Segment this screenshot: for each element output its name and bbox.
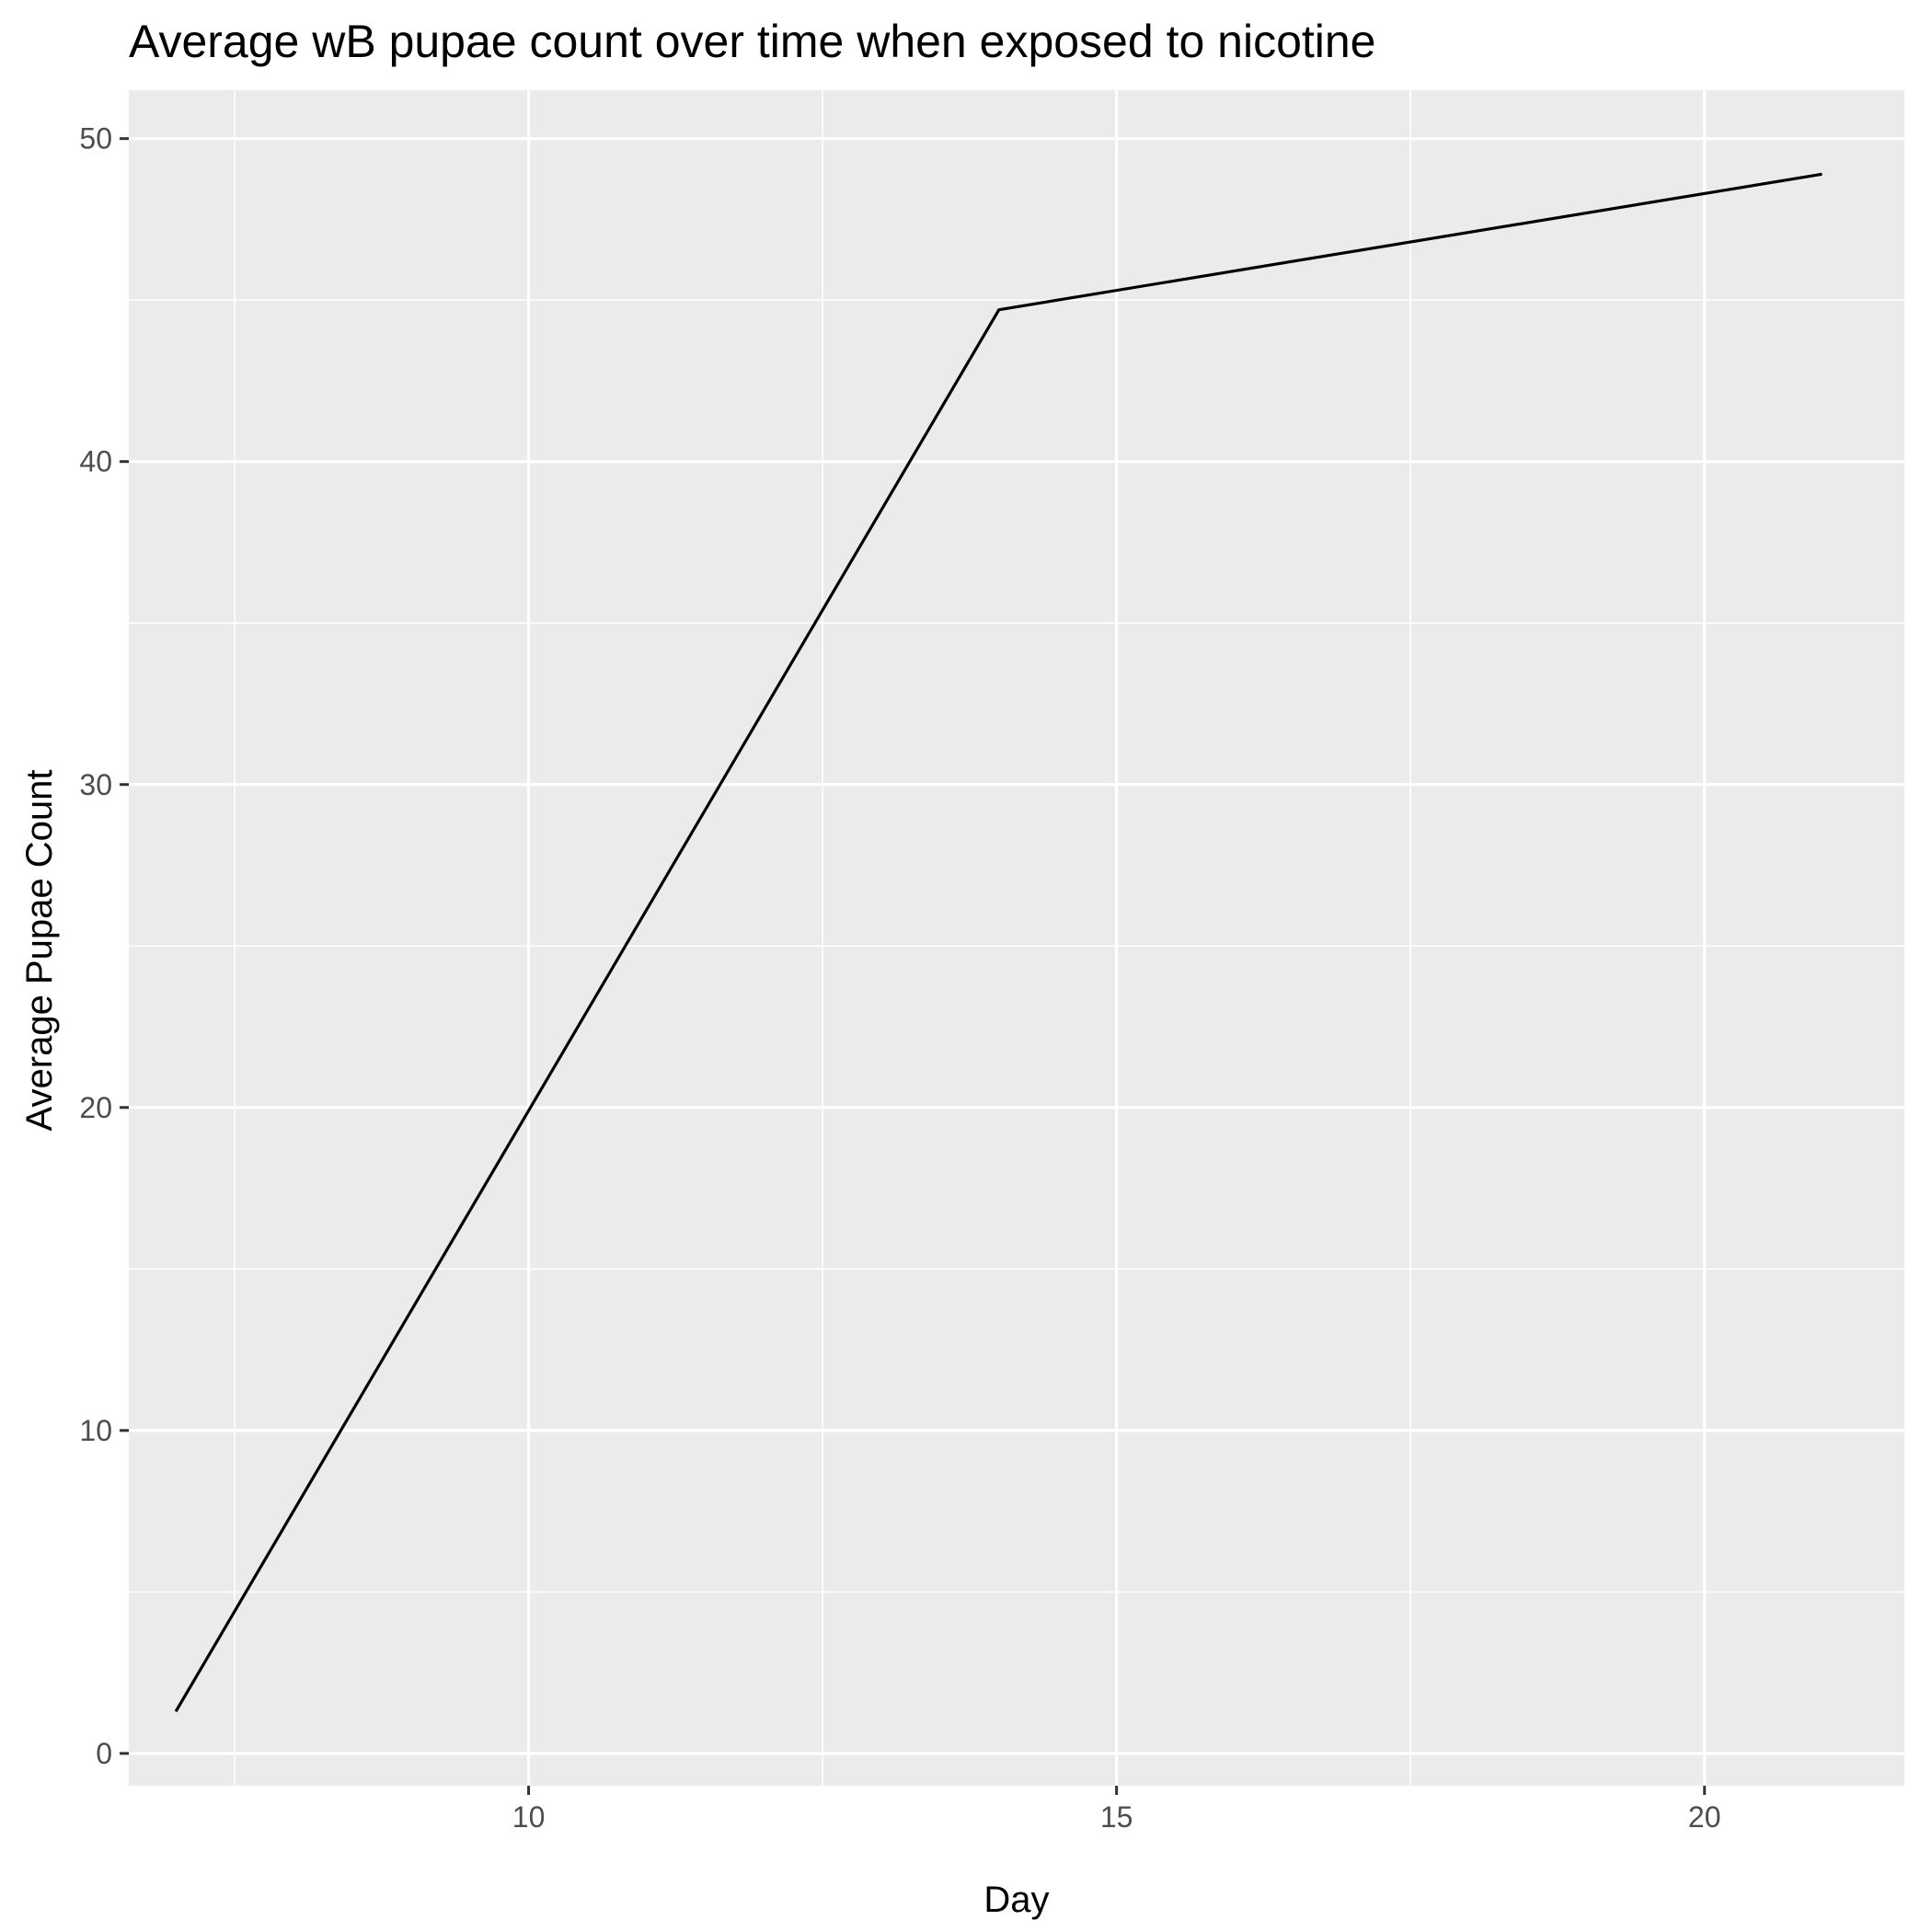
y-axis-title: Average Pupae Count (19, 770, 60, 1132)
minor-gridlines (129, 90, 1904, 1786)
chart-title: Average wB pupae count over time when ex… (129, 16, 1376, 67)
x-tick-label: 10 (512, 1800, 546, 1834)
x-axis: 10 15 20 (512, 1786, 1721, 1834)
y-tick-label: 20 (79, 1091, 112, 1124)
y-tick-label: 50 (79, 122, 112, 155)
y-tick-label: 40 (79, 445, 112, 478)
major-gridlines (129, 90, 1904, 1786)
y-tick-label: 30 (79, 768, 112, 801)
x-tick-label: 20 (1688, 1800, 1721, 1834)
x-axis-title: Day (983, 1880, 1049, 1920)
series-group (174, 172, 1823, 1713)
x-tick-label: 15 (1100, 1800, 1133, 1834)
y-axis: 0 10 20 30 40 50 (79, 122, 129, 1770)
plot-panel (129, 90, 1904, 1786)
y-tick-label: 10 (79, 1414, 112, 1447)
y-tick-label: 0 (96, 1737, 112, 1770)
series-line (174, 172, 1823, 1713)
